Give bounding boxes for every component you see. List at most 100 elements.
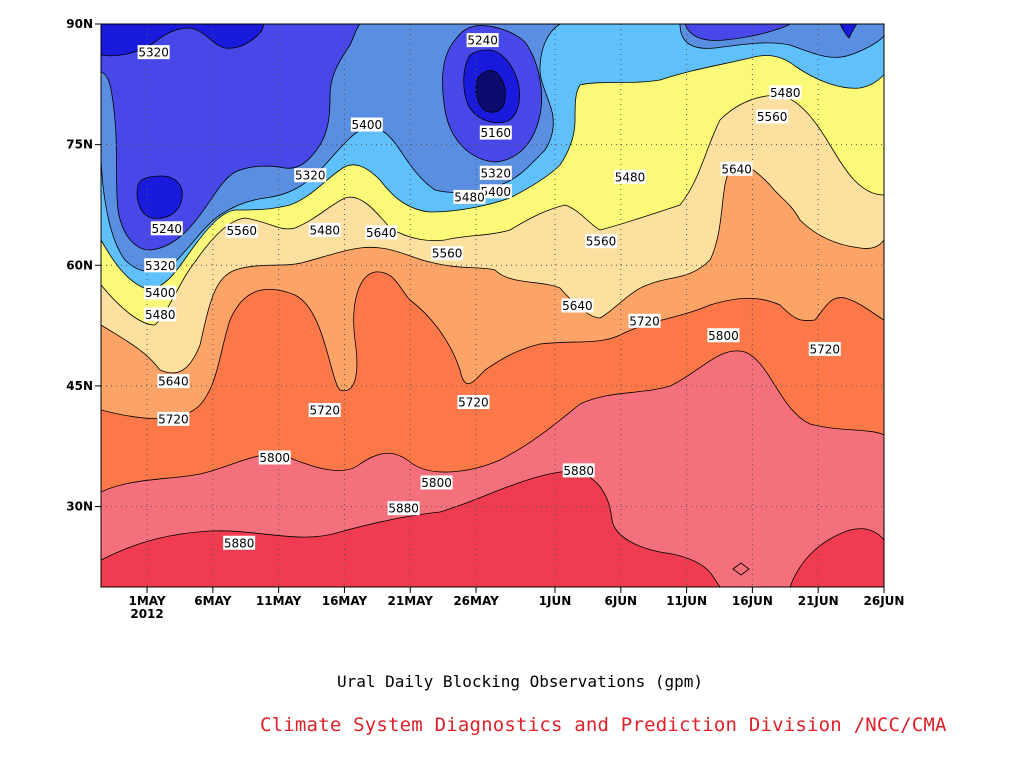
contour-line <box>475 70 506 113</box>
contour-label-box <box>769 85 802 100</box>
contour-label: 5240 <box>466 33 499 48</box>
contour-label-text: 5720 <box>629 314 660 328</box>
contour-label: 5640 <box>561 298 594 313</box>
contour-label-text: 5720 <box>309 404 340 418</box>
contour-label: 5480 <box>614 169 647 184</box>
contour-label-text: 5640 <box>562 299 593 313</box>
contour-label: 5400 <box>479 184 512 199</box>
contour-label: 5320 <box>294 168 327 183</box>
contour-label-box <box>157 374 190 389</box>
contour-label-box <box>420 475 453 490</box>
contour-label-box <box>144 307 177 322</box>
y-tick-label: 75N <box>66 138 93 152</box>
contour-label-box <box>294 168 327 183</box>
contour-label-box <box>808 341 841 356</box>
contour-label-box <box>365 225 398 240</box>
contour-label: 5400 <box>350 117 383 132</box>
plot-frame <box>100 23 885 588</box>
x-tick-label: 1JUN <box>539 594 572 608</box>
contour-label-box <box>707 328 740 343</box>
contour-line <box>732 562 750 576</box>
contour-label-text: 5480 <box>615 170 646 184</box>
contour-line <box>101 24 791 251</box>
contour-label-text: 5480 <box>145 308 176 322</box>
contour-label-box <box>561 298 594 313</box>
contour-label: 5560 <box>756 109 789 124</box>
contour-label: 5720 <box>457 395 490 410</box>
x-tick-label: 6JUN <box>605 594 638 608</box>
contour-label: 5480 <box>144 307 177 322</box>
contour-label-text: 5400 <box>145 286 176 300</box>
contour-label-text: 5400 <box>481 185 512 199</box>
contour-label: 5640 <box>720 161 753 176</box>
contour-label-text: 5480 <box>770 86 801 100</box>
contour-label-text: 5720 <box>810 342 841 356</box>
y-tick-label: 60N <box>66 258 93 272</box>
contour-label-box <box>756 109 789 124</box>
contour-label-text: 5320 <box>295 169 326 183</box>
contour-label-box <box>720 161 753 176</box>
contour-label-box <box>387 501 420 516</box>
chart-credit: Climate System Diagnostics and Predictio… <box>260 714 947 736</box>
contour-label-box <box>479 125 512 140</box>
contour-label-text: 5640 <box>721 162 752 176</box>
contour-line <box>101 24 884 291</box>
fill-band-5240 <box>101 24 790 250</box>
contour-label-box <box>453 189 486 204</box>
y-tick-label: 30N <box>66 500 93 514</box>
contour-label-text: 5800 <box>708 329 739 343</box>
contour-label-box <box>157 411 190 426</box>
contour-label-text: 5560 <box>586 235 617 249</box>
contour-label: 5720 <box>308 403 341 418</box>
contour-label: 5720 <box>628 313 661 328</box>
contour-label-box <box>144 258 177 273</box>
x-tick-label: 21JUN <box>798 594 839 608</box>
x-tick-label: 16JUN <box>732 594 773 608</box>
contour-label-text: 5480 <box>454 190 485 204</box>
contour-label-text: 5800 <box>259 451 290 465</box>
contour-label-box <box>223 535 256 550</box>
contour-label-text: 5880 <box>224 536 255 550</box>
contour-label: 5880 <box>223 535 256 550</box>
x-tick-label: 11MAY <box>256 594 302 608</box>
contour-label-text: 5880 <box>563 464 594 478</box>
contour-fill-layer <box>101 24 884 587</box>
contour-label: 5400 <box>144 285 177 300</box>
contour-label: 5720 <box>808 341 841 356</box>
contour-lines-layer <box>101 24 884 587</box>
x-tick-label: 11JUN <box>666 594 707 608</box>
x-tick-sublabel: 2012 <box>130 607 163 621</box>
contour-label: 5320 <box>144 258 177 273</box>
contour-label-text: 5800 <box>421 476 452 490</box>
contour-label-text: 5320 <box>145 259 176 273</box>
contour-label-text: 5240 <box>467 34 498 48</box>
contour-label: 5320 <box>137 45 170 60</box>
contour-line <box>101 24 884 420</box>
contour-label-text: 5240 <box>152 222 183 236</box>
chart-title: Ural Daily Blocking Observations (gpm) <box>336 672 704 691</box>
x-tick-label: 1MAY <box>128 594 165 608</box>
contour-label-text: 5560 <box>757 110 788 124</box>
contour-label-box <box>628 313 661 328</box>
contour-label-box <box>308 403 341 418</box>
y-tick-label: 45N <box>66 379 93 393</box>
contour-label: 5240 <box>150 221 183 236</box>
contour-label: 5560 <box>225 223 258 238</box>
contour-label-text: 5400 <box>352 118 383 132</box>
contour-label: 5480 <box>453 189 486 204</box>
contour-line <box>101 24 858 219</box>
contour-label-box <box>350 117 383 132</box>
contour-label: 5560 <box>585 234 618 249</box>
contour-label-box <box>457 395 490 410</box>
contour-label-box <box>431 246 464 261</box>
contour-label-box <box>225 223 258 238</box>
contour-line <box>101 24 884 374</box>
contour-label: 5800 <box>258 450 291 465</box>
x-tick-label: 6MAY <box>194 594 231 608</box>
fill-band-below-5160 <box>475 70 506 113</box>
x-tick-label: 21MAY <box>388 594 434 608</box>
contour-label: 5640 <box>157 374 190 389</box>
contour-label-box <box>144 285 177 300</box>
